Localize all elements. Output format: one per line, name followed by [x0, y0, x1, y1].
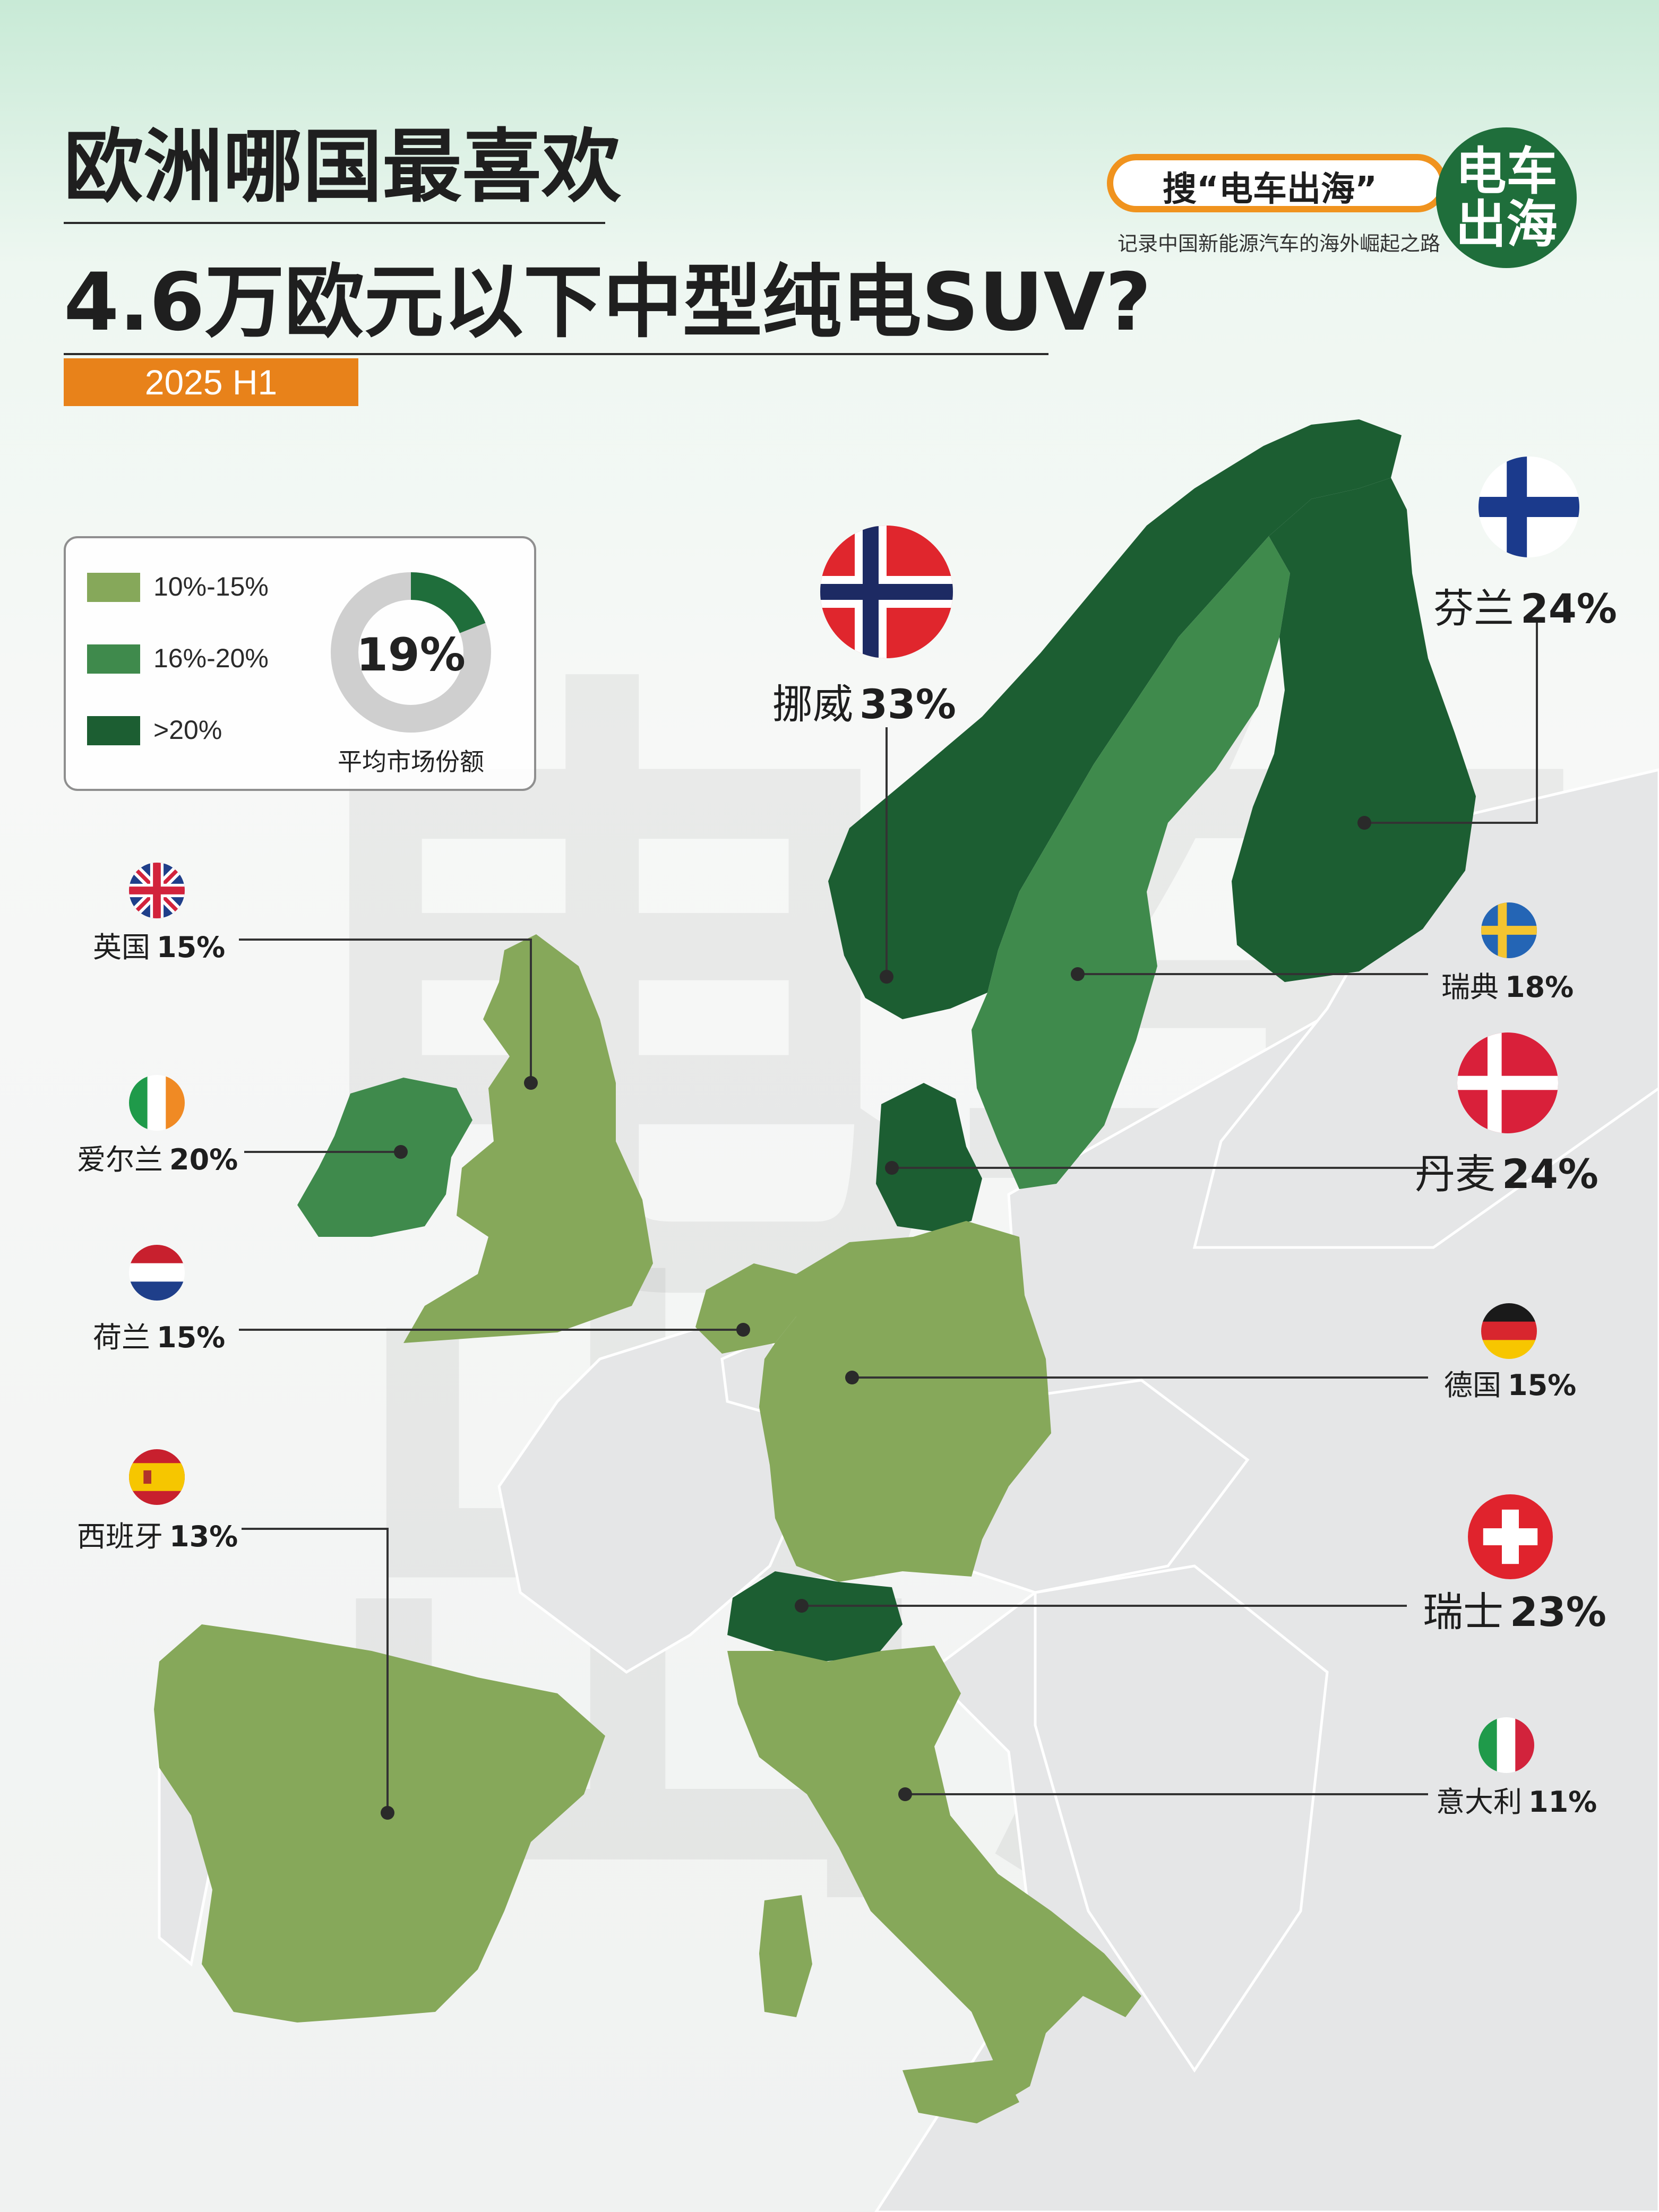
country-share-netherlands: 15%	[157, 1321, 226, 1354]
country-share-denmark: 24%	[1502, 1150, 1598, 1198]
legend-label-mid: 16%-20%	[153, 643, 269, 673]
country-share-italy: 11%	[1528, 1785, 1597, 1819]
callout-spain: 西班牙 13%	[77, 1513, 238, 1555]
country-name-netherlands: 荷兰	[93, 1321, 150, 1354]
title-underline-2	[64, 353, 1048, 355]
brand-tagline: 记录中国新能源汽车的海外崛起之路	[1118, 233, 1441, 255]
italy-region	[727, 1646, 1141, 2102]
title-line-1: 欧洲哪国最喜欢	[64, 121, 622, 213]
sicily-region	[902, 2060, 1019, 2123]
callout-italy: 意大利 11%	[1436, 1778, 1597, 1820]
brand-logo-line-2: 出海	[1455, 195, 1558, 254]
country-name-norway: 挪威	[772, 681, 853, 728]
legend-label-low: 10%-15%	[153, 572, 269, 601]
country-name-spain: 西班牙	[77, 1520, 163, 1553]
switzerland-flag-icon	[1468, 1494, 1553, 1579]
baltic-russia-land	[1192, 768, 1659, 1249]
callout-ireland: 爱尔兰 20%	[77, 1136, 238, 1178]
callout-uk: 英国 15%	[93, 924, 225, 966]
country-share-ireland: 20%	[169, 1143, 238, 1176]
italy-flag-icon	[1479, 1717, 1534, 1773]
country-share-norway: 33%	[859, 681, 956, 728]
legend-swatch-high	[87, 716, 140, 745]
callout-denmark: 丹麦 24%	[1415, 1141, 1598, 1200]
callout-germany: 德国 15%	[1444, 1362, 1576, 1404]
sardinia-region	[759, 1895, 812, 2017]
spain-flag-icon	[129, 1449, 185, 1505]
country-name-sweden: 瑞典	[1441, 970, 1499, 1004]
average-label: 平均市场份额	[338, 747, 484, 776]
callout-finland: 芬兰 24%	[1433, 576, 1617, 634]
norway-flag-icon	[820, 526, 953, 658]
country-name-ireland: 爱尔兰	[77, 1143, 163, 1176]
country-share-spain: 13%	[169, 1520, 238, 1553]
country-share-sweden: 18%	[1505, 970, 1574, 1004]
title-line-2: 4.6万欧元以下中型纯电SUV?	[64, 256, 1151, 349]
country-name-germany: 德国	[1444, 1368, 1501, 1402]
callout-sweden: 瑞典 18%	[1441, 963, 1574, 1005]
germany-flag-icon	[1481, 1303, 1537, 1359]
norway-region	[828, 419, 1402, 1019]
switzerland-region	[727, 1571, 902, 1662]
period-badge: 2025 H1	[64, 358, 358, 406]
callout-norway: 挪威 33%	[772, 672, 956, 730]
country-name-italy: 意大利	[1436, 1785, 1522, 1819]
country-share-uk: 15%	[157, 931, 226, 964]
callout-switzerland: 瑞士 23%	[1423, 1579, 1606, 1638]
callout-netherlands: 荷兰 15%	[93, 1314, 225, 1356]
brand-search-text: 搜“电车出海”	[1163, 170, 1378, 209]
denmark-region	[876, 1083, 982, 1232]
ireland-flag-icon	[129, 1075, 185, 1131]
brand-logo: 电车 出海	[1436, 127, 1577, 268]
country-name-switzerland: 瑞士	[1423, 1588, 1503, 1636]
country-share-switzerland: 23%	[1510, 1588, 1606, 1636]
sweden-flag-icon	[1481, 902, 1537, 958]
spain-region	[154, 1624, 605, 2022]
uk-flag-icon	[129, 863, 185, 918]
country-name-denmark: 丹麦	[1415, 1150, 1495, 1198]
country-name-uk: 英国	[93, 931, 150, 964]
legend-swatch-low	[87, 573, 140, 602]
legend-box: 10%-15% 16%-20% >20% 19% 平均市场份额	[64, 536, 536, 791]
average-donut	[331, 572, 491, 733]
denmark-flag-icon	[1457, 1032, 1558, 1133]
germany-region	[759, 1221, 1051, 1582]
average-value: 19%	[356, 629, 466, 682]
uk-region	[403, 934, 653, 1343]
ireland-region	[297, 1078, 472, 1237]
netherlands-flag-icon	[129, 1245, 185, 1301]
balkans-land	[1034, 1564, 1329, 2073]
country-share-finland: 24%	[1520, 585, 1617, 632]
country-name-finland: 芬兰	[1433, 585, 1514, 632]
legend-label-high: >20%	[153, 715, 222, 745]
country-share-germany: 15%	[1508, 1368, 1577, 1402]
netherlands-region	[695, 1263, 796, 1354]
title-underline-1	[64, 222, 605, 224]
brand-logo-line-1: 电车	[1455, 142, 1558, 201]
sweden-region	[972, 536, 1290, 1189]
legend-swatch-mid	[87, 644, 140, 674]
finland-flag-icon	[1479, 457, 1579, 557]
finland-region	[1232, 478, 1476, 982]
brand-search-pill	[1107, 154, 1447, 212]
